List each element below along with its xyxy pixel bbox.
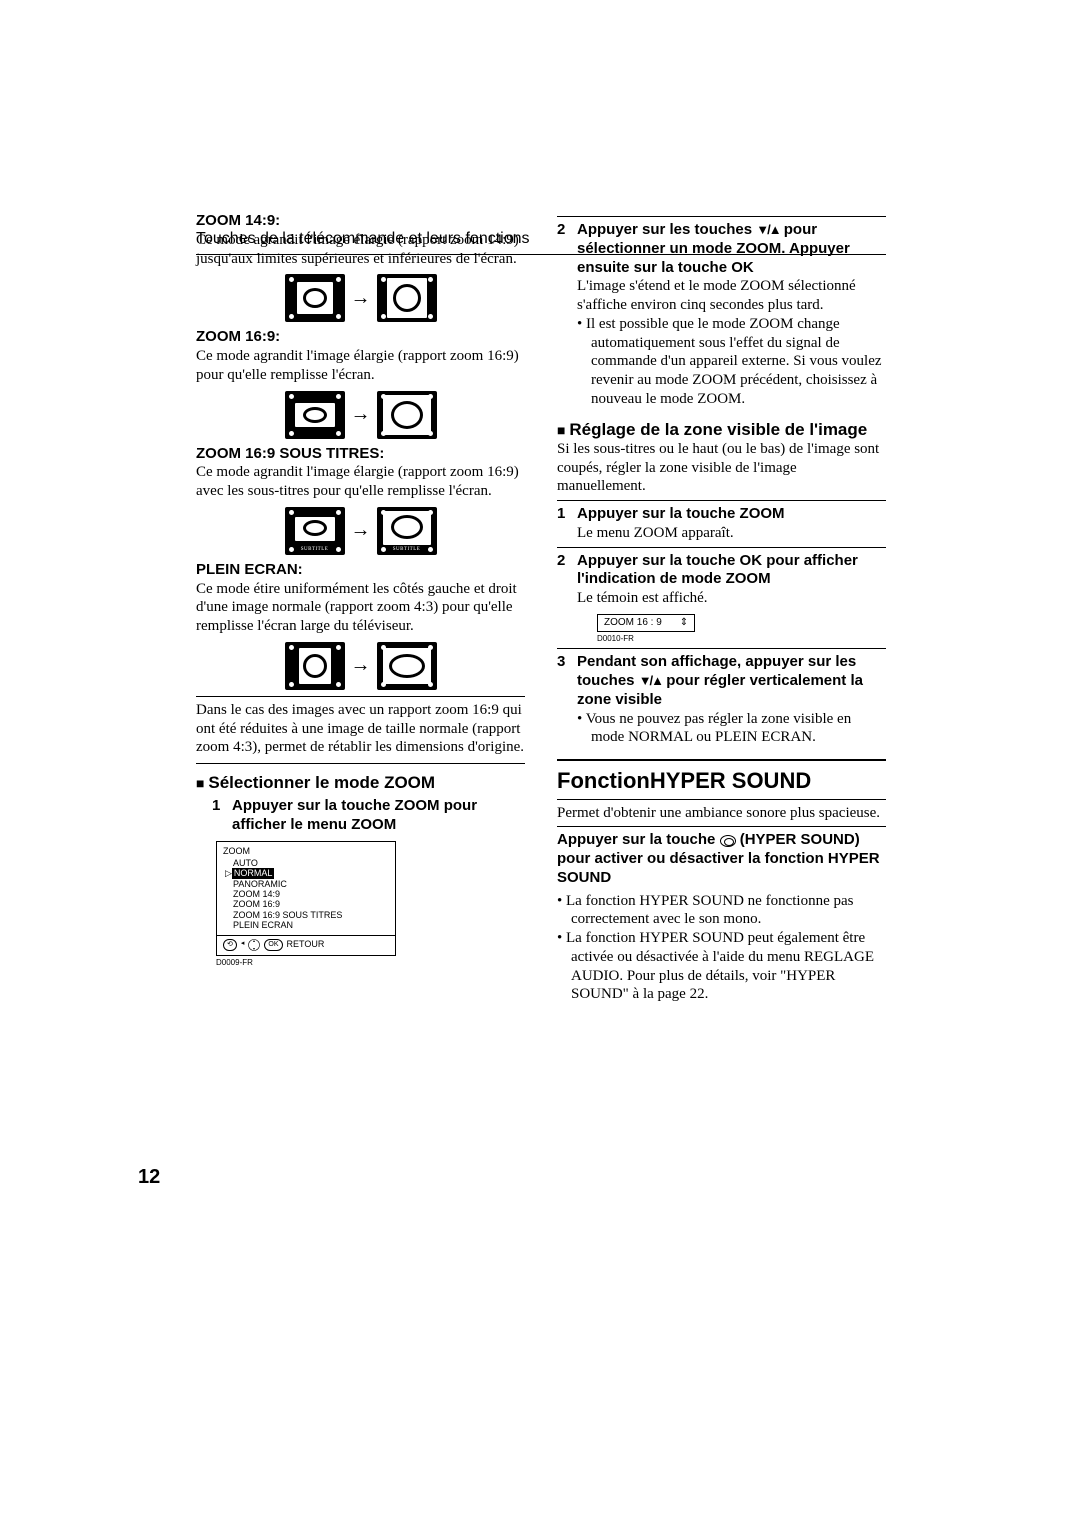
hs-bullet: La fonction HYPER SOUND peut également ê… bbox=[571, 929, 886, 1004]
zoom169-title: ZOOM 16:9: bbox=[196, 328, 525, 347]
zoom169-diagram: → bbox=[196, 391, 525, 439]
plein-text: Ce mode étire uniformément les côtés gau… bbox=[196, 580, 525, 636]
menu-caption: D0009-FR bbox=[216, 958, 525, 968]
arrow-icon: → bbox=[351, 518, 371, 543]
updown-icon: ▼/▲ bbox=[639, 673, 662, 688]
indicator-label: ZOOM 16 : 9 bbox=[604, 617, 662, 630]
step-number: 2 bbox=[557, 221, 569, 409]
step-body: Le menu ZOOM apparaît. bbox=[577, 524, 886, 543]
zoom-label: ZOOM bbox=[351, 816, 396, 833]
step-text: Appuyer sur la touche bbox=[577, 505, 740, 522]
plein-diagram: → bbox=[196, 642, 525, 690]
r-step1: 1 Appuyer sur la touche ZOOM Le menu ZOO… bbox=[557, 505, 886, 543]
page-number: 12 bbox=[138, 1166, 160, 1189]
r-step2: 2 Appuyer sur la touche OK pour afficher… bbox=[557, 552, 886, 645]
rule bbox=[557, 216, 886, 217]
hypersound-icon bbox=[720, 835, 736, 847]
rule bbox=[557, 826, 886, 827]
step-number: 1 bbox=[557, 505, 569, 543]
step-number: 2 bbox=[557, 552, 569, 645]
zoom169st-text: Ce mode agrandit l'image élargie (rappor… bbox=[196, 463, 525, 501]
arrow-icon: → bbox=[351, 402, 371, 427]
rule bbox=[557, 547, 886, 548]
updown-icon: ⇕ bbox=[680, 617, 688, 630]
ok-label: OK bbox=[731, 259, 754, 276]
rule bbox=[557, 799, 886, 800]
step-bullet: Vous ne pouvez pas régler la zone visibl… bbox=[591, 710, 886, 748]
zoom169-text: Ce mode agrandit l'image élargie (rappor… bbox=[196, 347, 525, 385]
left-step1: 1 Appuyer sur la touche ZOOM pour affich… bbox=[196, 797, 525, 835]
plein-title: PLEIN ECRAN: bbox=[196, 561, 525, 580]
zoom169st-diagram: SUBTITLE → SUBTITLE bbox=[196, 507, 525, 555]
zoom-label: ZOOM bbox=[740, 505, 785, 522]
hs-instruction: Appuyer sur la touche bbox=[557, 831, 720, 848]
retour-label: RETOUR bbox=[287, 939, 325, 949]
step-body: L'image s'étend et le mode ZOOM sélectio… bbox=[577, 277, 886, 315]
heavy-rule bbox=[557, 759, 886, 761]
step-text: Appuyer sur la touche bbox=[232, 797, 395, 814]
indicator-caption: D0010-FR bbox=[597, 634, 886, 644]
zoom149-text: Ce mode agrandit l'image élargie (rappor… bbox=[196, 231, 525, 269]
reglage-heading: Réglage de la zone visible de l'image bbox=[557, 419, 886, 440]
step-bullet: Il est possible que le mode ZOOM change … bbox=[591, 315, 886, 409]
step-number: 3 bbox=[557, 653, 569, 747]
page-columns: ZOOM 14:9: Ce mode agrandit l'image élar… bbox=[196, 210, 886, 1004]
rule bbox=[196, 696, 525, 697]
left-column: ZOOM 14:9: Ce mode agrandit l'image élar… bbox=[196, 210, 525, 1004]
hs-bullet: La fonction HYPER SOUND ne fonctionne pa… bbox=[571, 892, 886, 930]
rule bbox=[196, 763, 525, 764]
zoom-label: ZOOM bbox=[395, 797, 440, 814]
menu-item: AUTO bbox=[233, 858, 389, 868]
r-step3: 3 Pendant son affichage, appuyer sur les… bbox=[557, 653, 886, 747]
zoom-indicator: ZOOM 16 : 9 ⇕ bbox=[597, 614, 886, 633]
zoom-label: ZOOM bbox=[736, 240, 781, 257]
menu-item: PANORAMIC bbox=[233, 879, 389, 889]
menu-item: ZOOM 14:9 bbox=[233, 889, 389, 899]
right-column: 2 Appuyer sur les touches ▼/▲ pour sélec… bbox=[557, 210, 886, 1004]
arrow-icon: → bbox=[351, 653, 371, 678]
ok-icon: OK bbox=[264, 939, 282, 951]
reglage-body: Si les sous-titres ou le haut (ou le bas… bbox=[557, 440, 886, 496]
menu-nav: ⟲ ◂ OK RETOUR bbox=[217, 935, 395, 955]
menu-item: NORMAL bbox=[232, 868, 275, 878]
hs-intro: Permet d'obtenir une ambiance sonore plu… bbox=[557, 804, 886, 823]
updown-icon: ▼/▲ bbox=[756, 222, 779, 237]
back-icon: ⟲ bbox=[223, 939, 237, 951]
zoom-label: ZOOM bbox=[726, 570, 771, 587]
arrow-icon: → bbox=[351, 286, 371, 311]
zoom-menu: ZOOM AUTO ▷NORMAL PANORAMIC ZOOM 14:9 ZO… bbox=[216, 841, 396, 956]
hypersound-heading: FonctionHYPER SOUND bbox=[557, 767, 886, 795]
rule bbox=[557, 648, 886, 649]
step-number: 1 bbox=[212, 797, 224, 835]
step-text: Appuyer sur la touche bbox=[577, 552, 740, 569]
ok-label: OK bbox=[740, 552, 763, 569]
menu-item: PLEIN ECRAN bbox=[233, 920, 389, 930]
note-text: Dans le cas des images avec un rapport z… bbox=[196, 701, 525, 757]
step-text: Appuyer sur les touches bbox=[577, 221, 756, 238]
menu-item: ZOOM 16:9 bbox=[233, 899, 389, 909]
select-heading: Sélectionner le mode ZOOM bbox=[196, 772, 525, 793]
zoom149-diagram: → bbox=[196, 274, 525, 322]
dpad-icon bbox=[248, 939, 260, 951]
zoom149-title: ZOOM 14:9: bbox=[196, 212, 525, 231]
step-body: Le témoin est affiché. bbox=[577, 589, 886, 608]
zoom169st-title: ZOOM 16:9 SOUS TITRES: bbox=[196, 445, 525, 464]
menu-title: ZOOM bbox=[223, 846, 389, 856]
menu-item: ZOOM 16:9 SOUS TITRES bbox=[233, 910, 389, 920]
right-step2: 2 Appuyer sur les touches ▼/▲ pour sélec… bbox=[557, 221, 886, 409]
rule bbox=[557, 500, 886, 501]
